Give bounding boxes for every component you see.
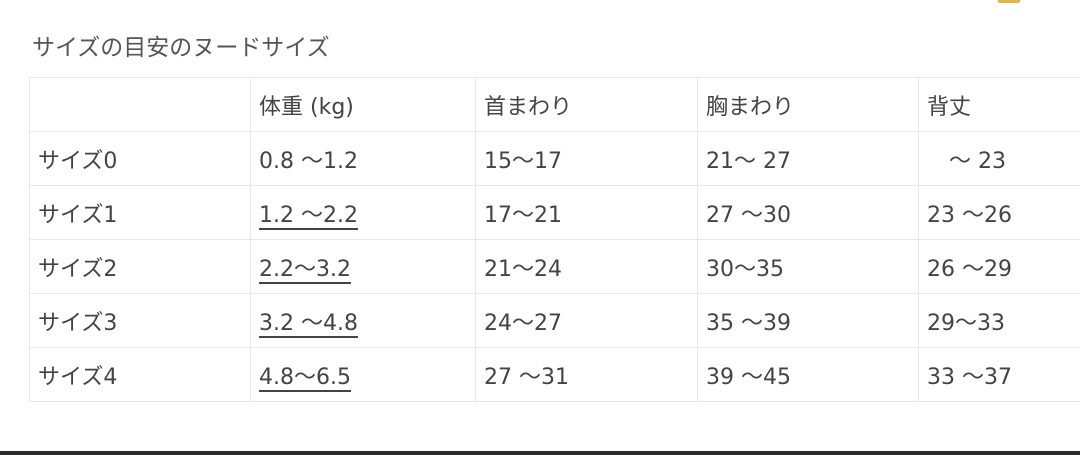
cell-length: 29〜33 xyxy=(918,293,1080,348)
cell-chest: 39 〜45 xyxy=(697,347,919,402)
cell-neck: 15〜17 xyxy=(475,131,698,186)
weight-link[interactable]: 3.2 〜4.8 xyxy=(259,310,358,336)
header-cell-neck: 首まわり xyxy=(475,77,698,132)
header-cell-weight: 体重 (kg) xyxy=(250,77,476,132)
accent-mark xyxy=(998,0,1020,3)
cell-size: サイズ0 xyxy=(29,131,251,186)
weight-link[interactable]: 1.2 〜2.2 xyxy=(259,202,358,228)
cell-size: サイズ3 xyxy=(29,293,251,348)
cell-weight: 3.2 〜4.8 xyxy=(250,293,476,348)
cell-weight: 1.2 〜2.2 xyxy=(250,185,476,240)
header-cell-empty xyxy=(29,77,251,132)
cell-weight: 0.8 〜1.2 xyxy=(250,131,476,186)
cell-neck: 17〜21 xyxy=(475,185,698,240)
cell-size: サイズ2 xyxy=(29,239,251,294)
cell-neck: 24〜27 xyxy=(475,293,698,348)
cell-weight: 2.2〜3.2 xyxy=(250,239,476,294)
weight-link[interactable]: 2.2〜3.2 xyxy=(259,256,351,282)
weight-link[interactable]: 4.8〜6.5 xyxy=(259,364,351,390)
cell-chest: 35 〜39 xyxy=(697,293,919,348)
table-header-row: 体重 (kg) 首まわり 胸まわり 背丈 xyxy=(29,77,1080,132)
bottom-divider xyxy=(0,451,1080,455)
cell-chest: 27 〜30 xyxy=(697,185,919,240)
table-row: サイズ0 0.8 〜1.2 15〜17 21〜 27 〜 23 xyxy=(29,131,1080,186)
table-row: サイズ4 4.8〜6.5 27 〜31 39 〜45 33 〜37 xyxy=(29,347,1080,402)
cell-size: サイズ1 xyxy=(29,185,251,240)
cell-length: 23 〜26 xyxy=(918,185,1080,240)
cell-size: サイズ4 xyxy=(29,347,251,402)
section-title: サイズの目安のヌードサイズ xyxy=(32,35,330,61)
table-row: サイズ3 3.2 〜4.8 24〜27 35 〜39 29〜33 xyxy=(29,293,1080,348)
size-table: 体重 (kg) 首まわり 胸まわり 背丈 サイズ0 0.8 〜1.2 15〜17 21… xyxy=(29,77,1080,402)
table-row: サイズ1 1.2 〜2.2 17〜21 27 〜30 23 〜26 xyxy=(29,185,1080,240)
table-row: サイズ2 2.2〜3.2 21〜24 30〜35 26 〜29 xyxy=(29,239,1080,294)
cell-chest: 21〜 27 xyxy=(697,131,919,186)
cell-neck: 27 〜31 xyxy=(475,347,698,402)
header-cell-length: 背丈 xyxy=(918,77,1080,132)
cell-length: 〜 23 xyxy=(918,131,1080,186)
header-cell-chest: 胸まわり xyxy=(697,77,919,132)
cell-length: 33 〜37 xyxy=(918,347,1080,402)
cell-length: 26 〜29 xyxy=(918,239,1080,294)
cell-weight: 4.8〜6.5 xyxy=(250,347,476,402)
cell-neck: 21〜24 xyxy=(475,239,698,294)
cell-chest: 30〜35 xyxy=(697,239,919,294)
